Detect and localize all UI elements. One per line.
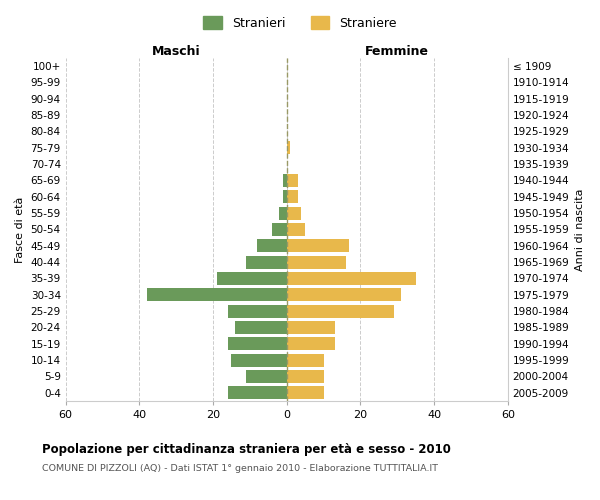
Bar bbox=[283, 190, 287, 203]
Bar bbox=[246, 256, 287, 268]
Bar bbox=[287, 174, 298, 187]
Bar bbox=[287, 272, 416, 285]
Bar bbox=[287, 288, 401, 302]
Bar bbox=[287, 206, 301, 220]
Bar bbox=[287, 223, 305, 236]
Bar bbox=[228, 386, 287, 400]
Bar bbox=[217, 272, 287, 285]
Bar bbox=[228, 304, 287, 318]
Bar bbox=[287, 386, 323, 400]
Bar bbox=[257, 240, 287, 252]
Text: Maschi: Maschi bbox=[152, 45, 200, 58]
Bar bbox=[287, 256, 346, 268]
Bar bbox=[272, 223, 287, 236]
Bar bbox=[287, 370, 323, 383]
Bar bbox=[235, 321, 287, 334]
Legend: Stranieri, Straniere: Stranieri, Straniere bbox=[198, 11, 402, 35]
Bar bbox=[228, 338, 287, 350]
Text: Femmine: Femmine bbox=[365, 45, 429, 58]
Bar bbox=[232, 354, 287, 366]
Bar bbox=[287, 240, 349, 252]
Bar bbox=[287, 190, 298, 203]
Bar bbox=[287, 321, 335, 334]
Bar bbox=[287, 338, 335, 350]
Bar bbox=[287, 142, 290, 154]
Bar bbox=[280, 206, 287, 220]
Bar bbox=[246, 370, 287, 383]
Bar bbox=[283, 174, 287, 187]
Bar bbox=[287, 354, 323, 366]
Text: COMUNE DI PIZZOLI (AQ) - Dati ISTAT 1° gennaio 2010 - Elaborazione TUTTITALIA.IT: COMUNE DI PIZZOLI (AQ) - Dati ISTAT 1° g… bbox=[42, 464, 438, 473]
Bar bbox=[147, 288, 287, 302]
Bar bbox=[287, 304, 394, 318]
Text: Popolazione per cittadinanza straniera per età e sesso - 2010: Popolazione per cittadinanza straniera p… bbox=[42, 442, 451, 456]
Y-axis label: Fasce di età: Fasce di età bbox=[15, 196, 25, 262]
Y-axis label: Anni di nascita: Anni di nascita bbox=[575, 188, 585, 270]
